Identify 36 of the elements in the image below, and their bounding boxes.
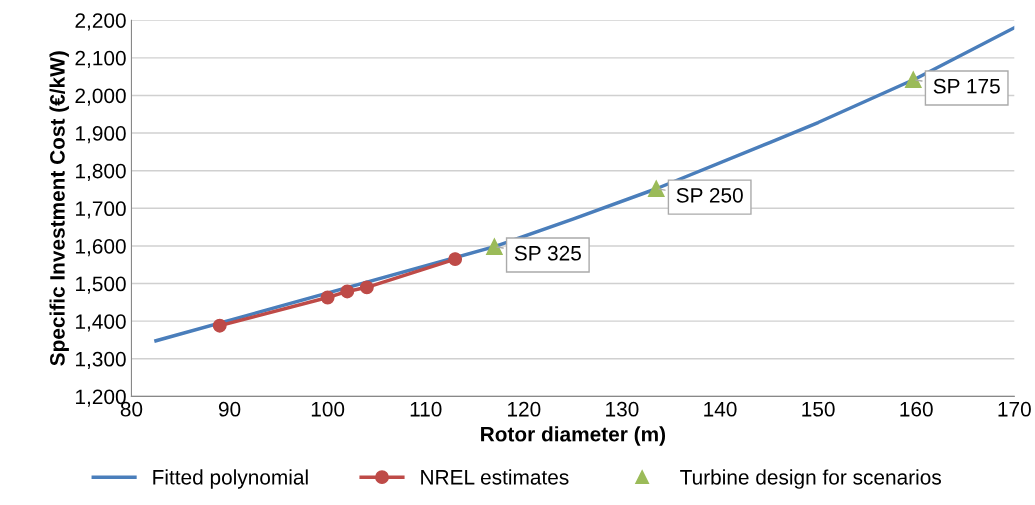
x-tick-label: 140 xyxy=(704,401,737,417)
y-tick-label: 1,300 xyxy=(76,351,126,370)
annotation: SP 175 xyxy=(933,78,1000,94)
y-tick-label: 2,100 xyxy=(75,50,126,69)
legend-label: Fitted polynomial xyxy=(153,469,308,489)
legend-label: Turbine design for scenarios xyxy=(680,469,941,489)
legend-label: NREL estimates xyxy=(421,469,569,485)
x-tick-label: 90 xyxy=(218,401,241,417)
y-tick-label: 1,400 xyxy=(76,314,126,332)
x-tick-label: 100 xyxy=(311,401,345,417)
point xyxy=(448,252,463,267)
point xyxy=(486,238,503,256)
point xyxy=(320,290,335,305)
y-tick-label: 2,000 xyxy=(75,88,126,106)
x-tick-label: 170 xyxy=(998,401,1031,417)
y-tick-label: 2,200 xyxy=(75,13,126,31)
point xyxy=(212,318,227,333)
point xyxy=(647,180,665,198)
x-tick-label: 160 xyxy=(900,401,933,417)
annotation: SP 250 xyxy=(676,187,743,203)
y-axis-title: Specific Investment Cost (€/kW) xyxy=(49,51,69,366)
annotation: SP 325 xyxy=(514,245,581,261)
y-tick-label: 1,600 xyxy=(76,238,126,257)
x-tick-label: 110 xyxy=(410,401,442,417)
x-tick-label: 150 xyxy=(802,401,835,417)
point xyxy=(359,280,374,295)
x-axis-title: Rotor diameter (m) xyxy=(481,426,666,446)
x-tick-label: 120 xyxy=(508,401,541,417)
y-tick-label: 1,900 xyxy=(76,126,126,144)
y-tick-label: 1,700 xyxy=(76,201,126,219)
y-tick-label: 1,500 xyxy=(76,276,126,294)
point xyxy=(904,71,922,88)
point xyxy=(340,284,355,299)
x-tick-label: 130 xyxy=(606,401,639,417)
line-series xyxy=(154,25,1015,343)
y-tick-label: 1,800 xyxy=(76,163,126,181)
